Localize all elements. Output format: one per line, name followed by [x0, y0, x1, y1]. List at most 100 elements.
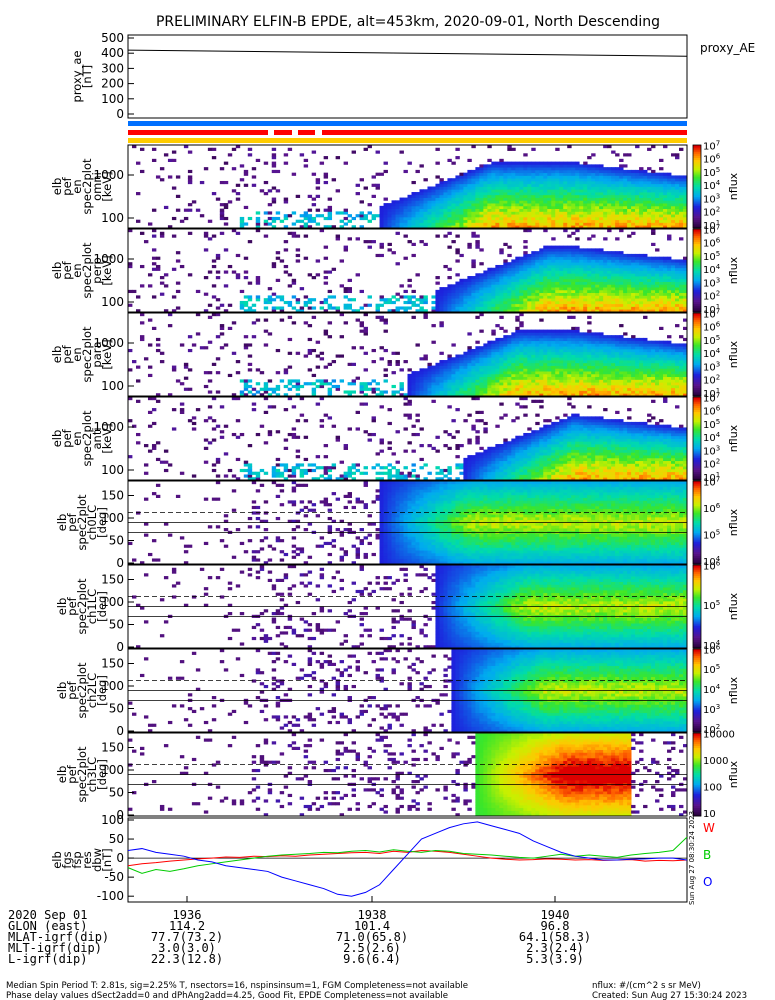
- spectrogram-cell: [587, 329, 592, 333]
- spectrogram-cell: [455, 382, 460, 386]
- spectrogram-cell: [155, 393, 161, 397]
- spectrogram-cell: [295, 300, 301, 305]
- spectrogram-cell: [659, 183, 664, 187]
- spectrogram-cell: [535, 253, 540, 258]
- spectrogram-cell: [675, 289, 680, 294]
- spectrogram-cell: [475, 379, 480, 383]
- spectrogram-cell: [443, 295, 448, 299]
- spectrogram-cell: [443, 219, 448, 223]
- spectrogram-cell: [291, 234, 297, 238]
- spectrogram-cell: [519, 384, 524, 389]
- spectrogram-cell: [291, 231, 297, 235]
- spectrogram-cell: [615, 208, 620, 212]
- spectrogram-cell: [223, 216, 229, 221]
- spectrogram-cell: [523, 278, 528, 282]
- spectrogram-cell: [635, 186, 640, 190]
- spectrogram-cell: [463, 379, 468, 383]
- spectrogram-cell: [463, 183, 468, 187]
- spectrogram-cell: [155, 175, 161, 179]
- spectrogram-cell: [511, 337, 516, 342]
- spectrogram-cell: [611, 172, 616, 176]
- spectrogram-cell: [379, 208, 384, 212]
- spectrogram-cell: [675, 214, 680, 218]
- spectrogram-cell: [223, 180, 229, 185]
- spectrogram-cell: [219, 303, 225, 307]
- spectrogram-cell: [299, 309, 305, 313]
- spectrogram-cell: [487, 194, 492, 198]
- spectrogram-cell: [479, 354, 484, 358]
- spectrogram-cell: [471, 186, 476, 190]
- spectrogram-cell: [459, 189, 464, 193]
- spectrogram-cell: [635, 289, 640, 294]
- spectrogram-cell: [483, 281, 488, 285]
- spectrogram-cell: [627, 343, 632, 347]
- spectrogram-cell: [447, 192, 452, 196]
- spectrogram-cell: [623, 376, 628, 380]
- spectrogram-cell: [475, 306, 480, 310]
- spectrogram-cell: [555, 194, 560, 198]
- spectrogram-cell: [215, 371, 221, 375]
- spectrogram-cell: [563, 346, 568, 350]
- spectrogram-cell: [603, 306, 608, 310]
- spectrogram-cell: [475, 340, 480, 344]
- spectrogram-cell: [539, 186, 544, 190]
- spectrogram-cell: [423, 189, 428, 193]
- spectrogram-cell: [407, 373, 412, 378]
- spectrogram-cell: [535, 360, 540, 364]
- spectrogram-cell: [507, 216, 512, 221]
- spectrogram-cell: [655, 281, 660, 285]
- spectrogram-cell: [387, 203, 392, 207]
- spectrogram-cell: [627, 183, 632, 187]
- spectrogram-cell: [423, 382, 428, 386]
- colorbar-segment: [693, 262, 701, 265]
- spectrogram-cell: [683, 178, 688, 182]
- spectrogram-cell: [515, 340, 520, 344]
- spectrogram-cell: [375, 253, 380, 258]
- spectrogram-cell: [679, 194, 684, 198]
- spectrogram-cell: [395, 390, 400, 394]
- spectrogram-cell: [507, 192, 512, 196]
- spectrogram-cell: [415, 203, 420, 207]
- spectrogram-cell: [563, 309, 568, 313]
- spectrogram-cell: [551, 303, 556, 307]
- spectrogram-cell: [627, 281, 632, 285]
- spectrogram-cell: [379, 315, 384, 319]
- spectrogram-cell: [611, 306, 616, 310]
- spectrogram-cell: [483, 276, 488, 280]
- spectrogram-cell: [663, 259, 668, 263]
- spectrogram-cell: [499, 192, 504, 196]
- spectrogram-cell: [567, 234, 572, 238]
- spectrogram-cell: [415, 222, 420, 226]
- spectrogram-cell: [591, 354, 596, 358]
- spectrogram-cell: [571, 248, 576, 252]
- spectrogram-cell: [679, 303, 684, 307]
- spectrogram-cell: [535, 335, 540, 339]
- spectrogram-cell: [531, 281, 536, 285]
- spectrogram-cell: [611, 167, 616, 171]
- spectrogram-cell: [551, 208, 556, 212]
- spectrogram-cell: [339, 284, 345, 288]
- spectrogram-cell: [579, 371, 584, 375]
- spectrogram-cell: [243, 183, 249, 187]
- spectrogram-cell: [651, 231, 656, 235]
- spectrogram-cell: [475, 208, 480, 212]
- spectrogram-cell: [535, 340, 540, 344]
- spectrogram-cell: [575, 172, 580, 176]
- spectrogram-cell: [543, 295, 548, 299]
- spectrogram-cell: [531, 284, 536, 288]
- spectrogram-cell: [635, 281, 640, 285]
- spectrogram-cell: [575, 186, 580, 190]
- spectrogram-cell: [671, 267, 676, 271]
- spectrogram-cell: [603, 357, 608, 361]
- spectrogram-cell: [607, 284, 612, 288]
- spectrogram-cell: [411, 376, 416, 380]
- spectrogram-cell: [463, 384, 468, 389]
- spectrogram-cell: [627, 153, 632, 157]
- spectrogram-cell: [523, 292, 528, 296]
- spectrogram-cell: [475, 303, 480, 307]
- spectrogram-cell: [503, 390, 508, 394]
- spectrogram-cell: [235, 273, 241, 277]
- spectrogram-cell: [439, 211, 444, 215]
- spectrogram-cell: [547, 205, 552, 210]
- spectrogram-cell: [383, 379, 388, 383]
